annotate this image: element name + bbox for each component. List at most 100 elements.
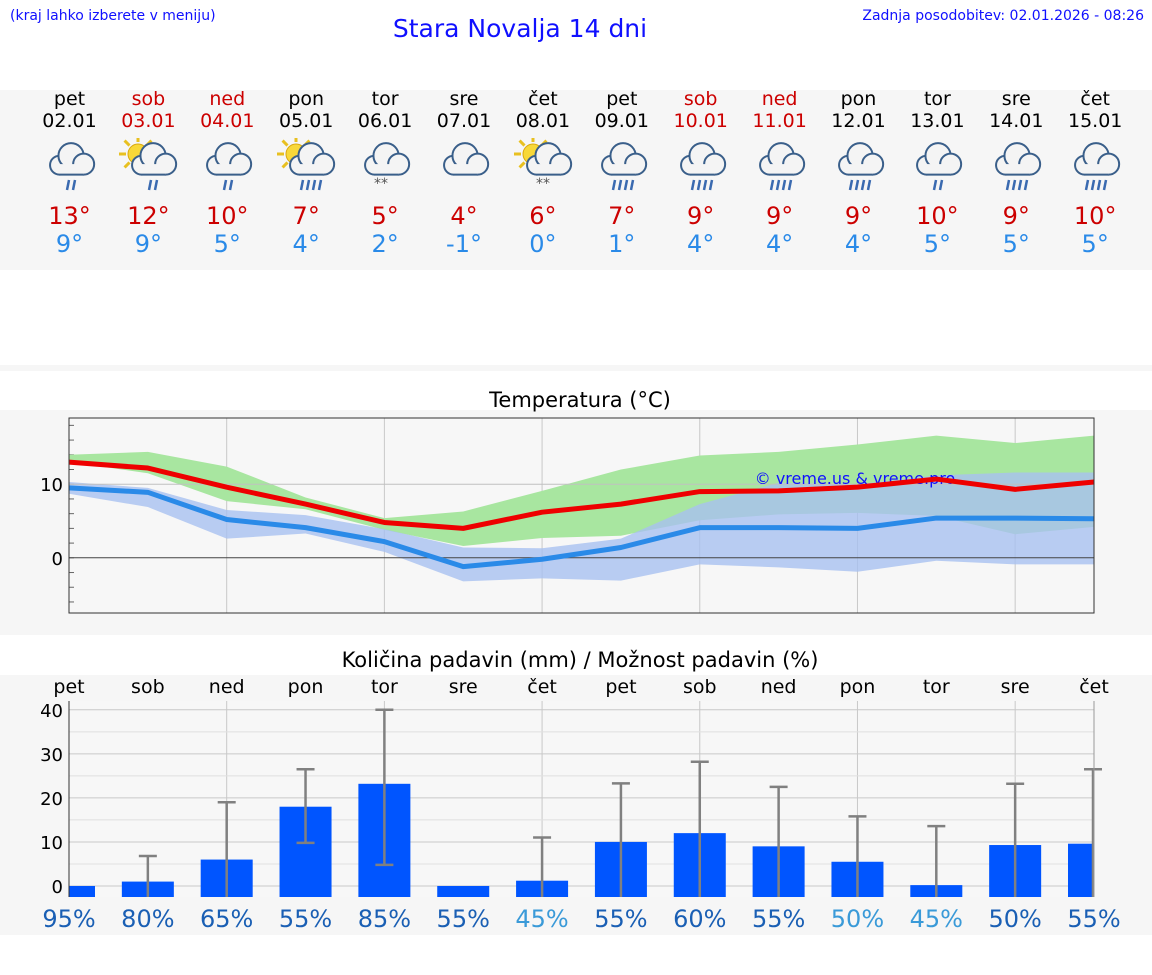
x-tick-label: pet <box>53 676 84 698</box>
day-name: tor <box>371 88 399 110</box>
y-tick-label: 0 <box>52 877 63 898</box>
day-column: čet 15.01 10° 5° <box>1056 88 1135 258</box>
cloud-rain-icon <box>916 142 963 191</box>
x-tick-label: čet <box>1079 676 1109 698</box>
temp-min: 5° <box>213 230 241 258</box>
day-date: 03.01 <box>121 110 176 132</box>
temperature-chart: 010 © vreme.us & vreme.pro <box>40 417 1095 614</box>
day-column: sre 07.01 4° -1° <box>425 88 504 258</box>
sun-cloud-heavy-rain-icon <box>277 135 336 191</box>
precip-probability: 50% <box>831 905 884 933</box>
day-name: ned <box>761 88 798 110</box>
temp-min: 5° <box>1002 230 1030 258</box>
x-tick-label: pon <box>840 676 876 698</box>
x-tick-label: tor <box>923 676 950 698</box>
min-temp-line <box>68 485 1095 570</box>
x-tick-label: sre <box>449 676 478 698</box>
temp-min: 1° <box>608 230 636 258</box>
day-column: pet 09.01 7° 1° <box>582 88 661 258</box>
cloud-rain-icon <box>48 142 95 191</box>
precip-probability: 45% <box>910 905 963 933</box>
day-name: čet <box>528 88 558 110</box>
day-column: pet 02.01 13° 9° <box>30 88 109 258</box>
cloud-heavy-rain-icon <box>1074 142 1121 191</box>
precip-probability: 85% <box>358 905 411 933</box>
day-name: pet <box>606 88 638 110</box>
temp-min: -1° <box>446 230 482 258</box>
x-tick-label: tor <box>371 676 398 698</box>
temp-min: 4° <box>292 230 320 258</box>
cloud-heavy-rain-icon <box>837 142 884 191</box>
cloud-heavy-rain-icon <box>600 142 647 191</box>
cloud-rain-icon <box>206 142 253 191</box>
day-date: 08.01 <box>515 110 571 132</box>
temp-max: 7° <box>292 202 320 230</box>
day-forecast-row: pet 02.01 13° 9° sob 03.01 12° 9° ned 04.01 10° 5° p… <box>30 88 1140 258</box>
last-update: Zadnja posodobitev: 02.01.2026 - 08:26 <box>862 8 1144 24</box>
y-tick-label: 30 <box>40 745 63 766</box>
precip-probability: 55% <box>279 905 332 933</box>
sun-cloud-rain-icon <box>119 135 178 191</box>
precip-probability: 50% <box>988 905 1041 933</box>
day-date: 13.01 <box>910 110 965 132</box>
day-column: pon 05.01 7° 4° <box>267 88 346 258</box>
temp-min: 0° <box>529 230 557 258</box>
day-column: čet 08.01 ** 6° 0° <box>503 88 582 258</box>
precip-bar <box>1068 843 1094 897</box>
x-tick-label: sre <box>1001 676 1030 698</box>
day-name: pet <box>53 88 86 110</box>
temp-min: 2° <box>371 230 399 258</box>
day-date: 07.01 <box>436 110 492 132</box>
temp-min: 4° <box>765 230 794 258</box>
cloud-heavy-rain-icon <box>679 142 726 191</box>
day-name: sob <box>131 88 166 110</box>
day-date: 10.01 <box>673 110 728 132</box>
precip-bar <box>437 885 490 897</box>
plot-frame <box>68 417 1095 614</box>
day-column: pon 12.01 9° 4° <box>819 88 898 258</box>
y-tick-label: 10 <box>40 475 63 496</box>
temp-max: 10° <box>916 202 959 230</box>
page-title: Stara Novalja 14 dni <box>392 14 648 43</box>
day-column: ned 11.01 9° 4° <box>740 88 819 258</box>
cloud-icon <box>443 142 490 176</box>
day-date: 09.01 <box>594 110 649 132</box>
temp-min: 4° <box>687 230 715 258</box>
precip-probability: 45% <box>515 905 568 933</box>
y-tick-label: 10 <box>40 833 63 854</box>
temp-max: 9° <box>1002 202 1030 230</box>
precip-chart-title: Količina padavin (mm) / Možnost padavin … <box>341 648 819 672</box>
sun-cloud-snow-icon: ** <box>513 135 573 192</box>
menu-hint: (kraj lahko izberete v meniju) <box>10 8 216 24</box>
cloud-heavy-rain-icon <box>758 142 805 191</box>
cloud-heavy-rain-icon <box>995 142 1042 191</box>
day-date: 02.01 <box>42 110 97 132</box>
precip-probability: 65% <box>200 905 253 933</box>
x-tick-label: ned <box>209 676 245 698</box>
day-name: sre <box>449 88 479 110</box>
day-column: sre 14.01 9° 5° <box>977 88 1056 258</box>
max-range-band <box>69 435 1094 547</box>
x-tick-label: čet <box>527 676 557 698</box>
y-tick-label: 40 <box>40 701 63 722</box>
temp-max: 6° <box>529 202 557 230</box>
precip-probability: 55% <box>1067 905 1120 933</box>
forecast-band <box>0 90 1152 270</box>
day-name: sre <box>1001 88 1031 110</box>
temp-max: 10° <box>206 202 249 230</box>
day-name: ned <box>209 88 246 110</box>
x-tick-label: sob <box>683 676 717 698</box>
day-name: sob <box>683 88 718 110</box>
x-tick-label: sob <box>131 676 165 698</box>
max-temp-line <box>68 459 1095 531</box>
cloud-snow-icon: ** <box>364 142 411 192</box>
temp-max: 13° <box>48 202 91 230</box>
x-tick-label: ned <box>761 676 797 698</box>
temp-max: 12° <box>127 202 170 230</box>
precip-probability: 55% <box>594 905 647 933</box>
temp-max: 10° <box>1073 202 1117 230</box>
day-name: tor <box>923 88 951 110</box>
temp-min: 9° <box>134 230 163 258</box>
day-date: 14.01 <box>989 110 1044 132</box>
temp-max: 4° <box>450 202 478 230</box>
